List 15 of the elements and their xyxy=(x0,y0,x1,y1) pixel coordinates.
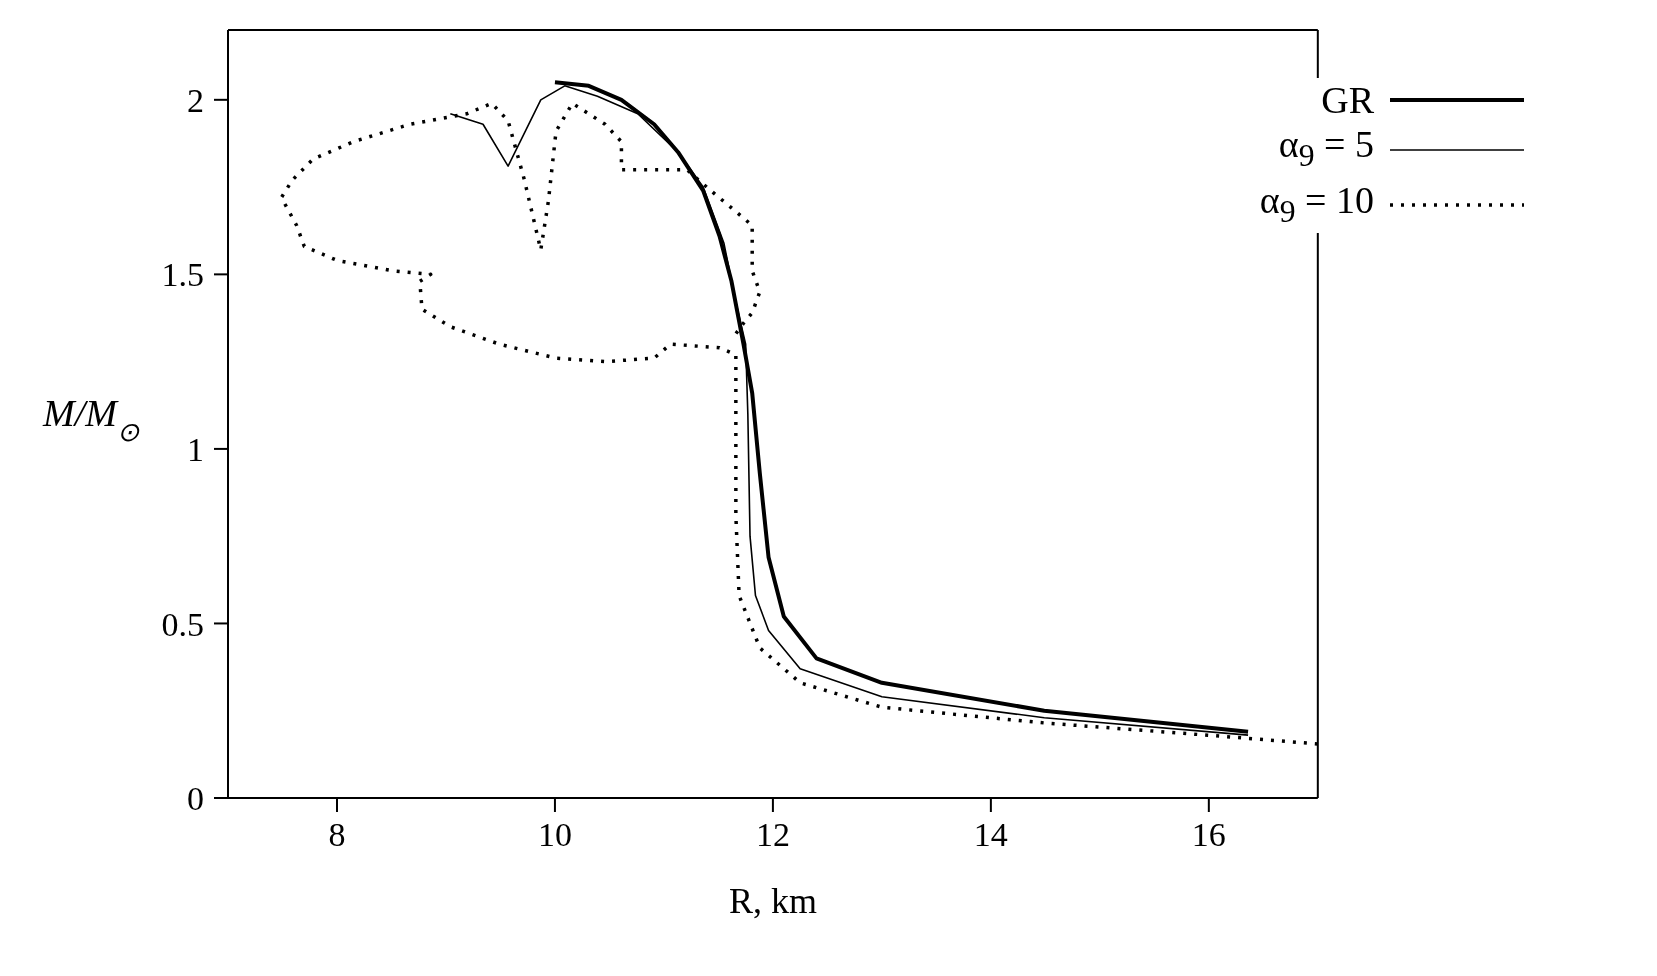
x-tick-label: 14 xyxy=(973,816,1008,854)
x-tick-label: 16 xyxy=(1191,816,1226,854)
y-tick-label: 0.5 xyxy=(161,605,204,643)
x-tick-label: 8 xyxy=(328,816,346,854)
y-axis-title: M/M$_{⊙}$ xyxy=(42,392,140,447)
x-tick-label: 12 xyxy=(755,816,790,854)
x-axis-title: R, km xyxy=(728,881,817,921)
y-tick-label: 1.5 xyxy=(161,256,204,294)
y-tick-label: 0 xyxy=(187,780,204,818)
y-tick-label: 2 xyxy=(187,81,204,119)
legend-label: GR xyxy=(1321,78,1374,122)
legend-label: α$_{9}$ = 10 xyxy=(1259,177,1374,231)
legend-label: α$_{9}$ = 5 xyxy=(1278,122,1374,175)
x-tick-label: 10 xyxy=(537,816,572,854)
y-tick-label: 1 xyxy=(187,430,204,468)
